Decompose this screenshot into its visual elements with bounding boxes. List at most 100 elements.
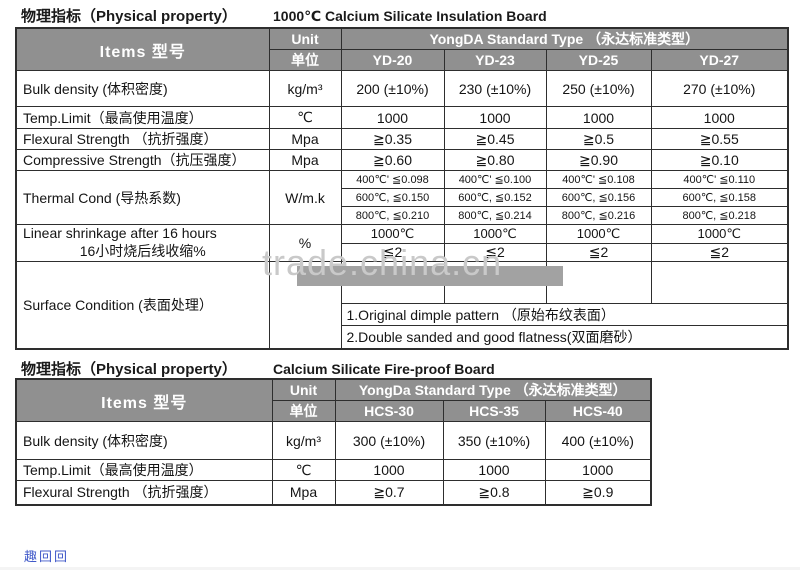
- bulk-density-value: 270 (±10%): [650, 70, 789, 107]
- table1-items-header: Items 型号: [15, 27, 270, 71]
- table1-type-yd25: YD-25: [545, 49, 652, 71]
- table2-items-header: Items 型号: [15, 378, 273, 422]
- table-row: Flexural Strength （抗折强度） Mpa ≧0.7 ≧0.8 ≧…: [15, 480, 652, 505]
- table1-unit-header-en: Unit: [268, 27, 342, 50]
- table-row: Linear shrinkage after 16 hours 16小时烧后线收…: [15, 224, 789, 262]
- table-row: Temp.Limit（最高使用温度） ℃ 1000 1000 1000: [15, 459, 652, 481]
- thermal-400-value: 400℃' ≦0.100: [443, 170, 547, 189]
- table2-title-en: Calcium Silicate Fire-proof Board: [273, 361, 495, 377]
- linear-shrinkage-label-zh: 16小时烧后线收缩%: [79, 243, 206, 259]
- bulk-density-value: 250 (±10%): [545, 70, 652, 107]
- compressive-strength-value: ≧0.10: [650, 149, 789, 171]
- table2-title-zh: 物理指标（Physical property）: [21, 361, 237, 378]
- shrinkage-temp-value: 1000℃: [443, 224, 547, 244]
- table1-type-yd20: YD-20: [340, 49, 445, 71]
- compressive-strength-value: ≧0.60: [340, 149, 445, 171]
- flexural-strength-value: ≧0.8: [442, 480, 546, 505]
- thermal-800-value: 800℃, ≦0.216: [545, 206, 652, 225]
- empty-cell: [650, 261, 789, 304]
- flexural-strength-unit: Mpa: [271, 480, 336, 505]
- thermal-cond-label: Thermal Cond (导热系数): [15, 170, 270, 225]
- flexural-strength-label: Flexural Strength （抗折强度）: [15, 128, 270, 150]
- table-row: Temp.Limit（最高使用温度） ℃ 1000 1000 1000 1000: [15, 106, 789, 129]
- bulk-density-value: 350 (±10%): [442, 421, 546, 460]
- empty-cell: [545, 261, 652, 304]
- thermal-800-value: 800℃, ≦0.218: [650, 206, 789, 225]
- bulk-density-unit: kg/m³: [268, 70, 342, 107]
- bottom-edge-line: [0, 567, 800, 570]
- table-row: 800℃, ≦0.210 800℃, ≦0.214 800℃, ≦0.216 8…: [16, 206, 789, 225]
- shrinkage-value: ≦2: [650, 242, 789, 262]
- table2-title: 物理指标（Physical property） Calcium Silicate …: [21, 358, 495, 379]
- linear-shrinkage-label-en: Linear shrinkage after 16 hours: [23, 225, 217, 242]
- table-row: Thermal Cond (导热系数) W/m.k 400℃' ≦0.098 4…: [15, 170, 789, 225]
- shrinkage-value: ≦2: [340, 242, 445, 262]
- compressive-strength-label: Compressive Strength（抗压强度）: [15, 149, 270, 171]
- thermal-cond-unit: W/m.k: [268, 170, 342, 225]
- thermal-600-value: 600℃, ≦0.156: [545, 188, 652, 207]
- watermark-band: [297, 266, 563, 286]
- footer-mark: 趣回回: [24, 549, 70, 564]
- table-row: Bulk density (体积密度) kg/m³ 200 (±10%) 230…: [15, 70, 789, 107]
- surface-condition-label: Surface Condition (表面处理）: [15, 261, 270, 349]
- table-row: Compressive Strength（抗压强度） Mpa ≧0.60 ≧0.…: [15, 149, 789, 171]
- thermal-800-value: 800℃, ≦0.214: [443, 206, 547, 225]
- table2-unit-header-zh: 单位: [271, 400, 336, 422]
- temp-limit-label: Temp.Limit（最高使用温度）: [15, 106, 270, 129]
- table1-unit-header-zh: 单位: [268, 49, 342, 71]
- shrinkage-temp-value: 1000℃: [340, 224, 445, 244]
- bulk-density-value: 300 (±10%): [334, 421, 444, 460]
- temp-limit-unit: ℃: [268, 106, 342, 129]
- table-row: Bulk density (体积密度) kg/m³ 300 (±10%) 350…: [15, 421, 652, 460]
- temp-limit-value: 1000: [340, 106, 445, 129]
- temp-limit-value: 1000: [544, 459, 652, 481]
- table1-title: 物理指标（Physical property） 1000℃ Calcium Sil…: [21, 5, 547, 26]
- bulk-density-value: 400 (±10%): [544, 421, 652, 460]
- surface-condition-line1: 1.Original dimple pattern （原始布纹表面）: [340, 303, 789, 326]
- linear-shrinkage-label: Linear shrinkage after 16 hours 16小时烧后线收…: [15, 224, 270, 262]
- temp-limit-value: 1000: [443, 106, 547, 129]
- bulk-density-value: 230 (±10%): [443, 70, 547, 107]
- thermal-600-value: 600℃, ≦0.158: [650, 188, 789, 207]
- shrinkage-temp-value: 1000℃: [545, 224, 652, 244]
- table2-group-header: YongDa Standard Type （永达标准类型）: [334, 378, 652, 401]
- flexural-strength-value: ≧0.55: [650, 128, 789, 150]
- physical-property-table-fireproof: Items 型号 Unit YongDa Standard Type （永达标准…: [15, 378, 653, 506]
- table2-unit-header-en: Unit: [271, 378, 336, 401]
- temp-limit-value: 1000: [545, 106, 652, 129]
- compressive-strength-unit: Mpa: [268, 149, 342, 171]
- bulk-density-value: 200 (±10%): [340, 70, 445, 107]
- table-row: Flexural Strength （抗折强度） Mpa ≧0.35 ≧0.45…: [15, 128, 789, 150]
- temp-limit-label: Temp.Limit（最高使用温度）: [15, 459, 273, 481]
- flexural-strength-unit: Mpa: [268, 128, 342, 150]
- table1-title-en: 1000℃ Calcium Silicate Insulation Board: [273, 8, 547, 24]
- physical-property-table-insulation: Items 型号 Unit YongDA Standard Type （永达标准…: [15, 27, 790, 350]
- compressive-strength-value: ≧0.90: [545, 149, 652, 171]
- flexural-strength-value: ≧0.5: [545, 128, 652, 150]
- table2-type-hcs35: HCS-35: [442, 400, 546, 422]
- table1-type-yd23: YD-23: [443, 49, 547, 71]
- table1-title-zh: 物理指标（Physical property）: [21, 8, 237, 25]
- thermal-800-value: 800℃, ≦0.210: [340, 206, 445, 225]
- thermal-600-value: 600℃, ≦0.152: [443, 188, 547, 207]
- temp-limit-unit: ℃: [271, 459, 336, 481]
- table2-type-hcs40: HCS-40: [544, 400, 652, 422]
- table-row: 2.Double sanded and good flatness(双面磨砂）: [16, 325, 789, 349]
- table1-group-header: YongDA Standard Type （永达标准类型）: [340, 27, 789, 50]
- shrinkage-value: ≦2: [545, 242, 652, 262]
- flexural-strength-value: ≧0.45: [443, 128, 547, 150]
- temp-limit-value: 1000: [442, 459, 546, 481]
- thermal-400-value: 400℃' ≦0.110: [650, 170, 789, 189]
- thermal-600-value: 600℃, ≦0.150: [340, 188, 445, 207]
- flexural-strength-value: ≧0.35: [340, 128, 445, 150]
- table2-type-hcs30: HCS-30: [334, 400, 444, 422]
- shrinkage-value: ≦2: [443, 242, 547, 262]
- bulk-density-label: Bulk density (体积密度): [15, 421, 273, 460]
- bulk-density-unit: kg/m³: [271, 421, 336, 460]
- table-row: ≦2 ≦2 ≦2 ≦2: [16, 242, 789, 262]
- flexural-strength-label: Flexural Strength （抗折强度）: [15, 480, 273, 505]
- surface-condition-line2: 2.Double sanded and good flatness(双面磨砂）: [340, 325, 789, 349]
- shrinkage-temp-value: 1000℃: [650, 224, 789, 244]
- watermark-text: trade.china.cn: [262, 242, 503, 283]
